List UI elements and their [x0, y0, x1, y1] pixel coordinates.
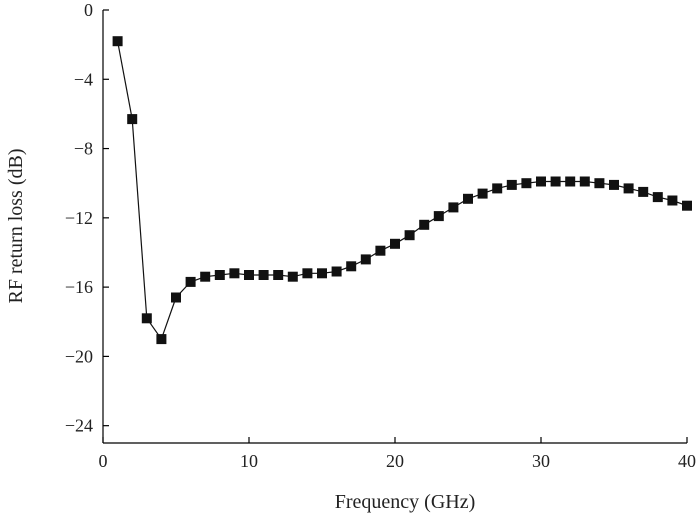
y-tick-label: −16 [65, 277, 93, 297]
data-point [258, 270, 269, 280]
y-tick-label: −12 [65, 208, 93, 228]
y-tick-label: −20 [65, 346, 93, 366]
data-point [609, 179, 619, 190]
data-point [506, 179, 517, 190]
x-tick-label: 40 [678, 451, 696, 471]
y-tick-label: 0 [84, 0, 93, 20]
data-point [682, 200, 692, 211]
data-point [390, 238, 400, 249]
data-point [550, 176, 561, 187]
y-tick-label: −24 [65, 416, 93, 436]
data-point [433, 211, 444, 222]
data-point [667, 195, 678, 206]
data-point [638, 186, 649, 197]
data-point [346, 261, 357, 272]
data-point [463, 193, 473, 204]
data-point [360, 254, 371, 265]
data-point [287, 271, 298, 282]
y-tick-label: −8 [74, 139, 93, 159]
x-ticks: 0 10 20 30 40 [99, 437, 696, 471]
data-point [112, 36, 123, 47]
data-point [229, 268, 240, 279]
data-point [492, 183, 503, 194]
data-point [200, 271, 211, 282]
data-point [579, 176, 590, 187]
data-point [317, 268, 327, 279]
data-point [214, 270, 225, 280]
data-point [375, 245, 386, 256]
x-tick-label: 10 [240, 451, 258, 471]
data-point [623, 183, 634, 194]
data-point [565, 176, 576, 187]
data-point [448, 202, 459, 213]
series-line [117, 41, 688, 341]
data-markers [112, 36, 692, 345]
data-point [141, 313, 152, 324]
x-tick-label: 30 [532, 451, 550, 471]
data-point [171, 292, 181, 303]
data-point [331, 266, 342, 277]
data-point [521, 178, 532, 189]
data-point [536, 176, 546, 187]
y-axis-title: RF return loss (dB) [5, 149, 27, 304]
data-point [156, 334, 167, 345]
axes [102, 10, 687, 444]
x-tick-label: 20 [386, 451, 404, 471]
data-point [273, 270, 284, 280]
data-point [594, 178, 605, 189]
data-point [652, 192, 663, 203]
x-axis-title: Frequency (GHz) [335, 491, 476, 513]
data-point [127, 114, 138, 125]
data-point [185, 276, 196, 287]
y-ticks: 0 −4 −8 −12 −16 −20 −24 [65, 0, 109, 436]
data-point [404, 230, 415, 241]
y-tick-label: −4 [74, 69, 93, 89]
data-point [302, 268, 313, 279]
data-point [477, 188, 488, 199]
data-point [244, 270, 254, 280]
data-point [419, 219, 430, 230]
x-tick-label: 0 [99, 451, 108, 471]
